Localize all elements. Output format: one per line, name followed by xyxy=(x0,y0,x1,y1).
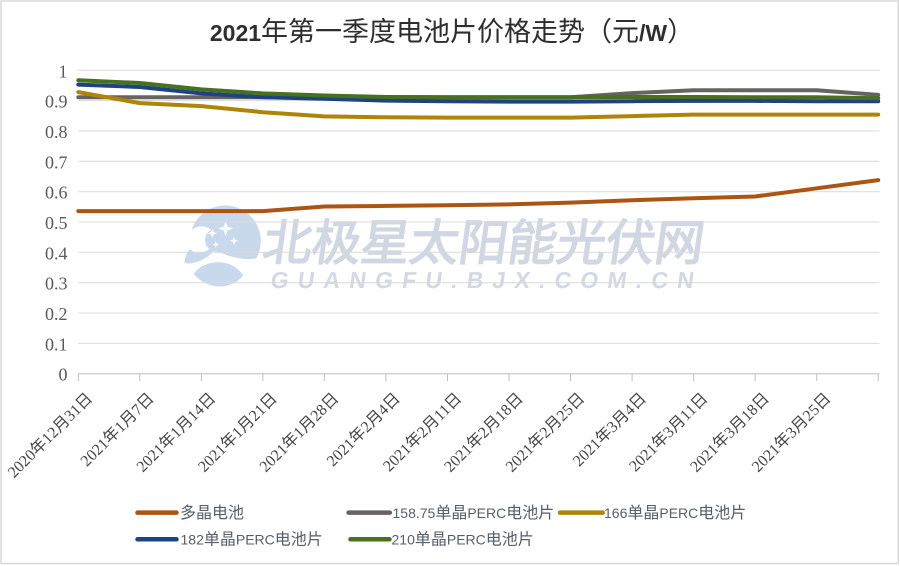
svg-text:166单晶PERC电池片: 166单晶PERC电池片 xyxy=(604,504,746,522)
svg-text:0.7: 0.7 xyxy=(45,152,68,172)
svg-text:0.9: 0.9 xyxy=(45,92,68,112)
svg-text:多晶电池: 多晶电池 xyxy=(180,504,244,522)
svg-text:2021年第一季度电池片价格走势（元/W）: 2021年第一季度电池片价格走势（元/W） xyxy=(210,17,694,47)
svg-text:158.75单晶PERC电池片: 158.75单晶PERC电池片 xyxy=(393,504,555,522)
svg-text:0.5: 0.5 xyxy=(45,213,68,233)
svg-text:0.6: 0.6 xyxy=(45,183,68,203)
svg-text:北极星太阳能光伏网: 北极星太阳能光伏网 xyxy=(259,216,708,271)
svg-text:0.1: 0.1 xyxy=(45,334,68,354)
svg-text:0.3: 0.3 xyxy=(45,274,68,294)
svg-text:1: 1 xyxy=(59,61,68,81)
svg-text:0.2: 0.2 xyxy=(45,304,68,324)
svg-text:0.4: 0.4 xyxy=(45,243,68,263)
svg-text:182单晶PERC电池片: 182单晶PERC电池片 xyxy=(181,531,323,549)
svg-text:210单晶PERC电池片: 210单晶PERC电池片 xyxy=(392,531,534,549)
svg-text:0: 0 xyxy=(59,365,68,385)
svg-text:0.8: 0.8 xyxy=(45,122,68,142)
